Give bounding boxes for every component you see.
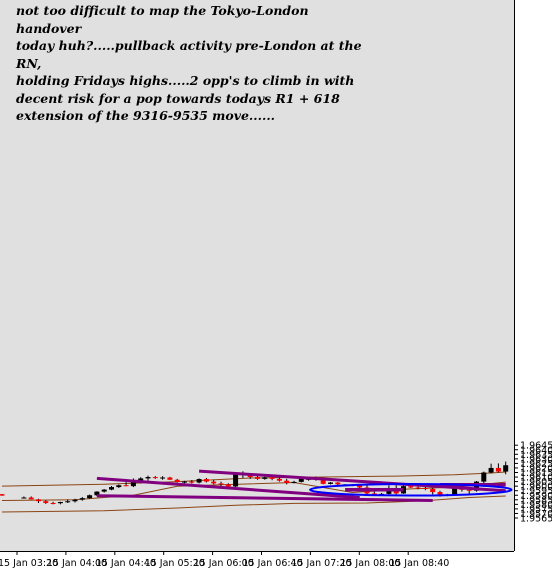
candle-body-bull: [87, 495, 93, 499]
y-tick-label: 1.9585: [520, 495, 552, 506]
candle-body-bear: [203, 479, 209, 482]
x-tick-label: 15 Jan 08:40: [389, 558, 449, 569]
plot-area: [0, 0, 514, 551]
candle-body-bear: [284, 480, 290, 483]
channel-trendline: [96, 494, 433, 503]
y-tick-label: 1.9635: [520, 450, 552, 461]
candle-body-bull: [109, 487, 114, 490]
candle-body-bear: [371, 493, 377, 495]
candle-body-bull: [298, 478, 304, 482]
y-tick-label: 1.9640: [520, 445, 552, 456]
candle-body-bear: [167, 477, 173, 480]
candle-body-bull: [138, 478, 144, 482]
candle-body-bear: [430, 488, 436, 493]
x-tick-label: 15 Jan 06:40: [243, 558, 303, 569]
candle-body-bull: [79, 498, 85, 500]
y-tick-label: 1.9630: [520, 454, 552, 465]
candle-body-bull: [328, 482, 333, 484]
x-tick-label: 15 Jan 05:20: [145, 558, 205, 569]
channel-trendline: [199, 469, 506, 493]
y-tick-label: 1.9595: [520, 486, 552, 497]
candle-body-bear: [123, 485, 129, 487]
candle-body-bear: [0, 494, 5, 496]
channel-trendline: [96, 476, 360, 500]
candle-body-bull: [481, 472, 487, 482]
y-tick-label: 1.9605: [520, 477, 552, 488]
y-tick-label: 1.9570: [520, 509, 552, 520]
candle-body-bear: [335, 482, 341, 485]
x-tick-label: 15 Jan 08:00: [340, 558, 400, 569]
x-tick-label: 15 Jan 04:00: [47, 558, 107, 569]
y-tick-label: 1.9645: [520, 441, 552, 452]
candle-body-bear: [408, 486, 414, 488]
candle-body-bear: [269, 477, 275, 479]
candle-body-bear: [218, 483, 224, 485]
candle-body-bear: [152, 477, 158, 479]
candle-body-bear: [28, 497, 34, 500]
y-tick-label: 1.9610: [520, 473, 552, 484]
candle-body-bull: [262, 477, 268, 479]
candle-body-bear: [50, 502, 56, 504]
y-tick-label: 1.9615: [520, 468, 552, 479]
y-tick-label: 1.9590: [520, 491, 552, 502]
x-tick-label: 15 Jan 04:40: [96, 558, 156, 569]
candle-body-bull: [488, 467, 494, 473]
candle-body-bull: [21, 497, 27, 499]
candle-body-bear: [211, 481, 217, 484]
candle-body-bear: [415, 487, 421, 489]
x-tick-label: 15 Jan 03:20: [0, 558, 58, 569]
candle-body-bear: [174, 479, 180, 483]
candle-body-bull: [145, 477, 151, 479]
y-tick-label: 1.9575: [520, 504, 552, 515]
candle-body-bear: [466, 489, 472, 491]
candle-body-bull: [196, 479, 202, 483]
candle-body-bull: [57, 501, 63, 504]
candle-body-bull: [233, 473, 239, 487]
y-tick-label: 1.9580: [520, 500, 552, 511]
candle-body-bull: [130, 481, 136, 487]
candle-body-bear: [225, 484, 231, 487]
candle-body-bear: [495, 467, 501, 472]
candle-body-bull: [291, 481, 297, 483]
candle-body-bull: [160, 477, 166, 479]
candle-body-bull: [452, 487, 458, 495]
candle-body-bear: [276, 478, 282, 481]
y-tick-label: 1.9600: [520, 482, 552, 493]
envelope-upper-line: [1, 471, 506, 487]
candle-body-bear: [422, 487, 428, 489]
highlight-ellipse: [309, 483, 513, 497]
candle-body-bear: [255, 477, 260, 479]
candle-body-bear: [357, 485, 363, 488]
y-tick-label: 1.9625: [520, 459, 552, 470]
candle-body-bull: [65, 501, 71, 503]
candle-body-bull: [182, 481, 187, 483]
x-tick-label: 15 Jan 07:20: [291, 558, 351, 569]
y-tick-label: 1.9565: [520, 514, 552, 525]
candle-body-bear: [437, 492, 443, 496]
candle-body-bull: [503, 465, 509, 472]
chart-annotation-text: not too difficult to map the Tokyo-Londo…: [16, 3, 362, 123]
candle-body-bull: [94, 491, 100, 496]
y-tick-label: 1.9620: [520, 463, 552, 474]
candle-body-bear: [43, 501, 49, 503]
candle-body-bear: [320, 477, 326, 484]
candle-body-bear: [189, 481, 195, 483]
candle-body-bull: [72, 499, 78, 502]
candle-body-bear: [36, 499, 41, 502]
x-tick-label: 15 Jan 06:00: [194, 558, 254, 569]
candle-body-bull: [116, 485, 122, 488]
envelope-lower-line: [1, 495, 506, 513]
candle-body-bull: [101, 489, 107, 492]
